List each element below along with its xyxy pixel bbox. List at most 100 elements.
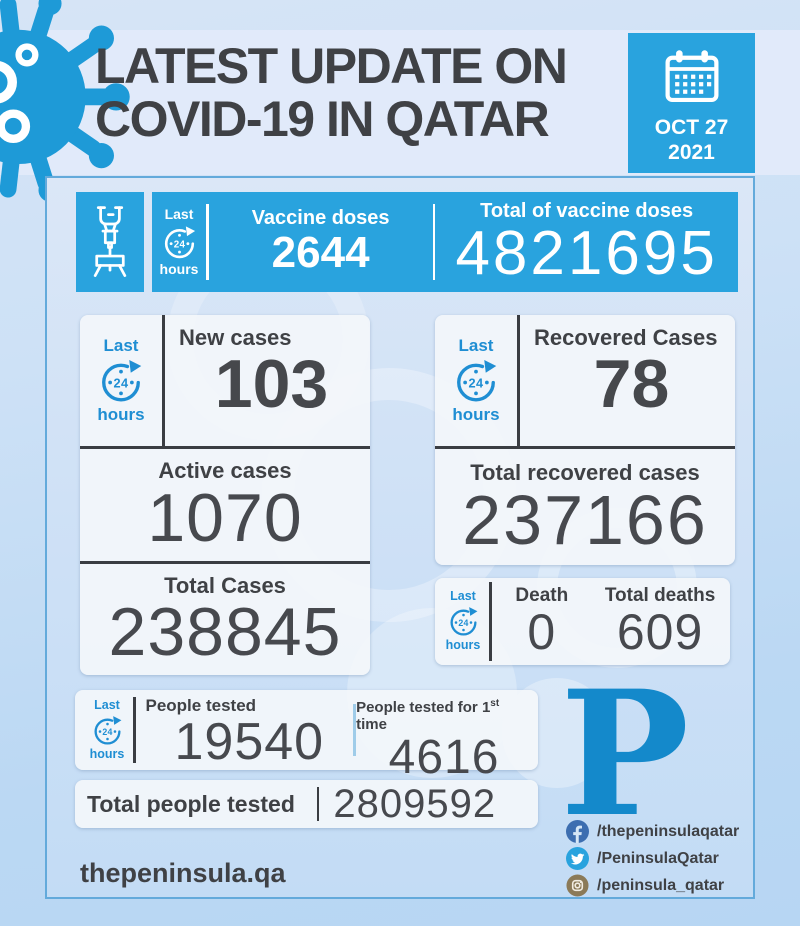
new-cases-row: Last 24 hours New cases 103 <box>80 315 370 446</box>
first-time-tested-label: People tested for 1st time <box>356 698 500 734</box>
svg-text:24: 24 <box>114 375 129 390</box>
facebook-icon <box>566 820 589 843</box>
last-label: Last <box>94 697 120 712</box>
total-deaths-value: 609 <box>616 603 704 660</box>
facebook-link[interactable]: /thepeninsulaqatar <box>566 820 739 843</box>
social-links: /thepeninsulaqatar /PeninsulaQatar /peni… <box>566 820 739 897</box>
vaccine-total-value: 4821695 <box>455 218 718 288</box>
recovered-cases-value: 78 <box>593 346 670 423</box>
total-deaths-label: Total deaths <box>604 585 716 607</box>
instagram-icon <box>566 874 589 897</box>
active-cases-row: Active cases 1070 <box>80 449 370 561</box>
divider <box>517 315 520 446</box>
new-cases-value: 103 <box>214 346 329 423</box>
twitter-link[interactable]: /PeninsulaQatar <box>566 847 739 870</box>
hours-label: hours <box>452 404 500 424</box>
divider <box>80 446 370 449</box>
twitter-icon <box>566 847 589 870</box>
last-label: Last <box>458 335 494 355</box>
total-people-tested-label: Total people tested <box>87 790 295 817</box>
divider <box>162 315 165 446</box>
vaccine-doses-value: 2644 <box>271 228 370 278</box>
vaccine-icon-box <box>76 192 144 292</box>
recovered-cases-row: Last 24 hours Recovered Cases 78 <box>435 315 735 446</box>
divider <box>435 446 735 449</box>
clock-24-icon: 24 <box>91 714 124 747</box>
date-month-day: OCT 27 <box>654 116 729 139</box>
vaccine-doses-section: Vaccine doses 2644 <box>209 192 433 292</box>
hours-label: hours <box>445 638 481 652</box>
last-label: Last <box>103 335 139 355</box>
page-title: LATEST UPDATE ON COVID-19 IN QATAR <box>95 40 655 146</box>
syringe-icon <box>93 206 127 277</box>
total-recovered-label: Total recovered cases <box>470 459 700 485</box>
last-label: Last <box>164 206 194 223</box>
divider <box>206 204 209 280</box>
people-tested-value: 19540 <box>174 712 325 771</box>
title-line-1: LATEST UPDATE ON <box>95 38 568 94</box>
divider <box>432 204 436 280</box>
recovered-cases-label: Recovered Cases <box>534 325 718 350</box>
total-cases-row: Total Cases 238845 <box>80 564 370 676</box>
divider <box>489 582 492 661</box>
hours-label: hours <box>97 404 145 424</box>
active-cases-label: Active cases <box>158 458 292 484</box>
last-label: Last <box>450 589 476 604</box>
clock-24-icon: 24 <box>161 224 198 261</box>
clock-24-icon: 24 <box>447 605 480 638</box>
death-section: Death 0 <box>492 582 593 661</box>
new-cases-label: New cases <box>179 325 292 350</box>
peninsula-p-logo: P <box>560 652 690 855</box>
vaccine-total-section: Total of vaccine doses 4821695 <box>435 192 738 292</box>
total-recovered-row: Total recovered cases 237166 <box>435 449 735 565</box>
first-time-tested-section: People tested for 1st time 4616 <box>356 693 532 781</box>
website-link[interactable]: thepeninsula.qa <box>80 858 286 888</box>
first-time-tested-value: 4616 <box>388 730 500 784</box>
date-box: OCT 27 2021 <box>628 33 755 173</box>
divider <box>133 697 136 763</box>
last-24-hours-badge: Last 24 hours <box>435 315 517 446</box>
people-tested-section: People tested 19540 <box>136 693 354 771</box>
last-24-hours-badge: Last 24 hours <box>80 315 162 446</box>
svg-text:24: 24 <box>173 239 185 250</box>
svg-text:24: 24 <box>102 726 112 736</box>
cases-card: Last 24 hours New cases 103 Active cases… <box>80 315 370 675</box>
clock-24-icon: 24 <box>97 357 145 405</box>
twitter-handle: /PeninsulaQatar <box>597 849 719 867</box>
death-value: 0 <box>527 603 557 660</box>
instagram-link[interactable]: /peninsula_qatar <box>566 874 739 897</box>
vaccine-doses-label: Vaccine doses <box>251 207 390 230</box>
last-24-hours-badge: Last 24 hours <box>437 582 489 661</box>
total-cases-label: Total Cases <box>164 572 286 598</box>
last-24-hours-badge: Last 24 hours <box>81 693 133 767</box>
hours-label: hours <box>89 746 125 761</box>
active-cases-value: 1070 <box>147 479 303 556</box>
total-cases-value: 238845 <box>108 594 342 671</box>
total-people-tested-value: 2809592 <box>333 781 497 826</box>
last-24-hours-badge: Last 24 hours <box>152 192 206 292</box>
svg-text:24: 24 <box>469 375 484 390</box>
divider <box>80 560 370 564</box>
coronavirus-icon <box>0 0 130 202</box>
facebook-handle: /thepeninsulaqatar <box>597 822 740 840</box>
vaccine-total-label: Total of vaccine doses <box>480 199 694 222</box>
divider <box>316 787 320 821</box>
date-year: 2021 <box>668 141 715 164</box>
divider <box>353 704 357 756</box>
clock-24-icon: 24 <box>452 357 500 405</box>
people-tested-card: Last 24 hours People tested 19540 People… <box>75 690 538 781</box>
total-recovered-value: 237166 <box>462 480 708 559</box>
svg-text:24: 24 <box>458 618 468 628</box>
title-line-2: COVID-19 IN QATAR <box>95 91 550 147</box>
recovered-card: Last 24 hours Recovered Cases 78 Total r… <box>435 315 735 565</box>
total-people-tested-card: Total people tested 2809592 <box>75 780 538 828</box>
death-label: Death <box>515 585 569 607</box>
hours-label: hours <box>159 260 199 277</box>
vaccine-doses-banner: Last 24 hours Vaccine doses 2644 Total o… <box>152 192 738 292</box>
instagram-handle: /peninsula_qatar <box>597 876 725 894</box>
calendar-icon <box>665 50 718 103</box>
people-tested-label: People tested <box>145 696 257 715</box>
deaths-card: Last 24 hours Death 0 Total deaths 609 <box>435 578 730 665</box>
total-deaths-section: Total deaths 609 <box>592 582 728 661</box>
